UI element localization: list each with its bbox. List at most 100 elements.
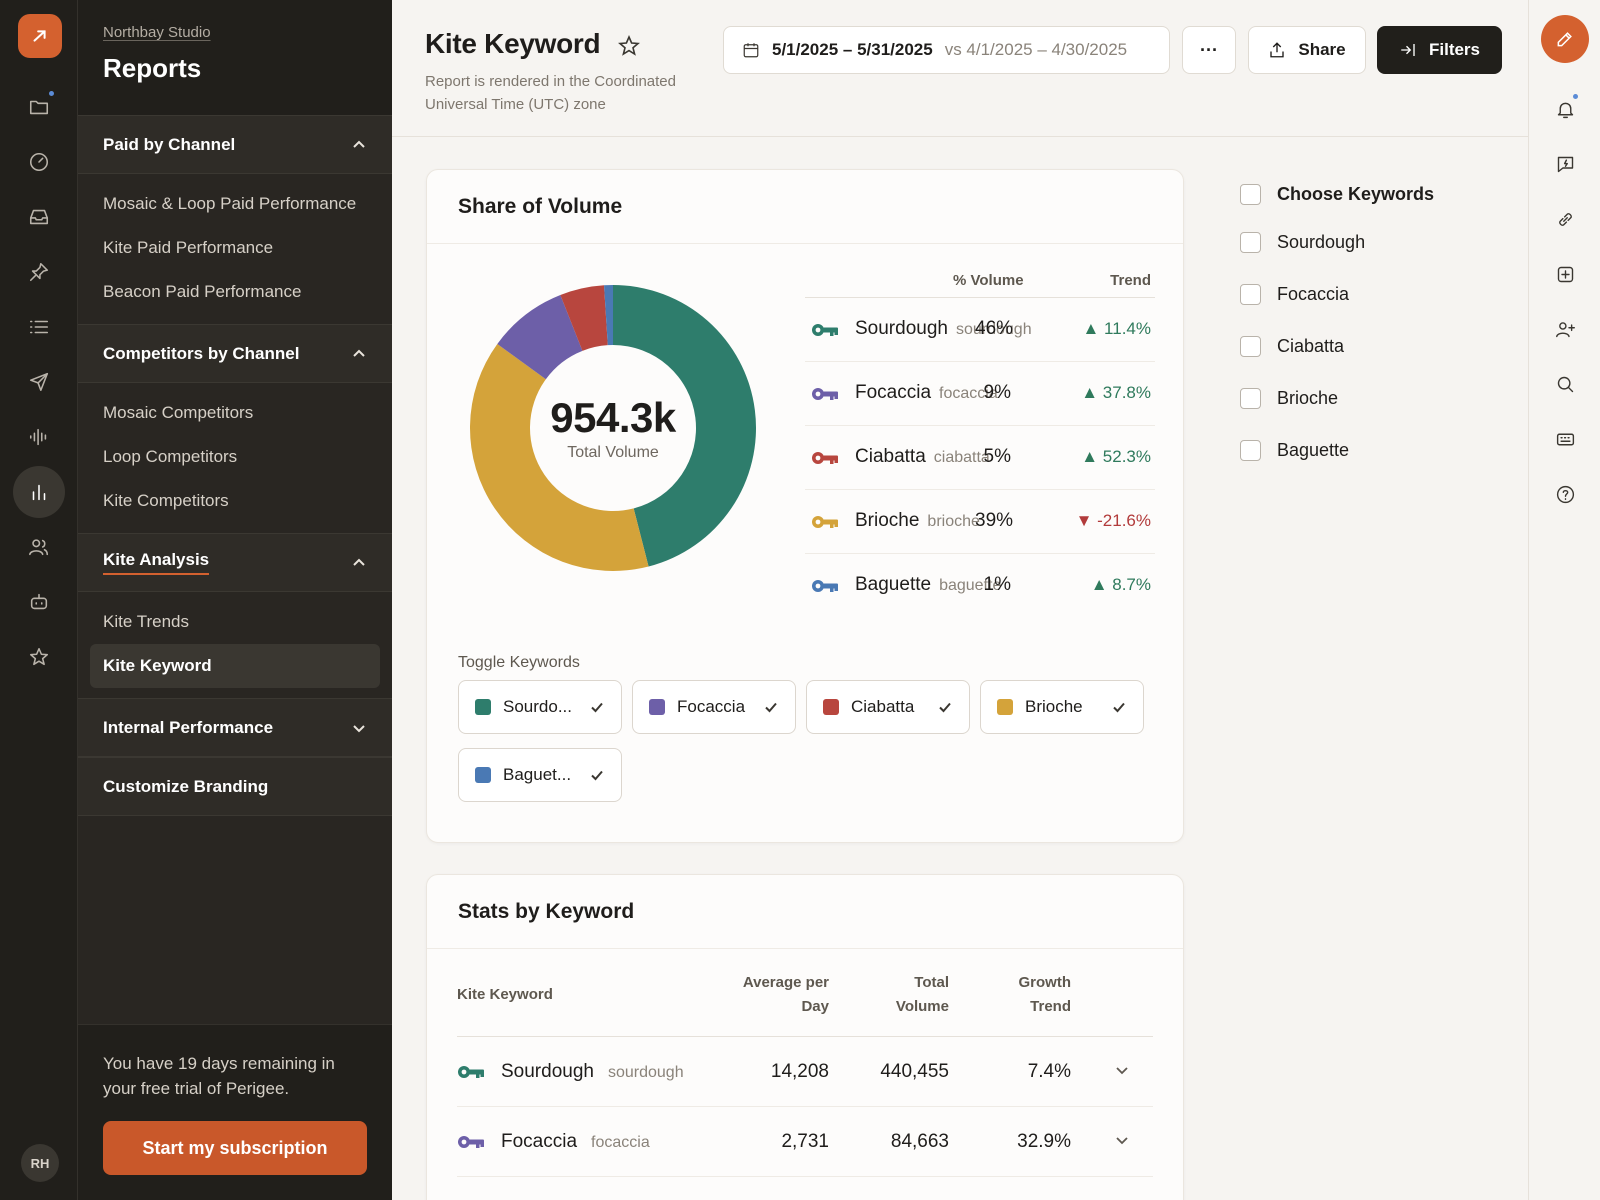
keyword-toggle-chip[interactable]: Sourdo... xyxy=(458,680,622,734)
link-icon[interactable] xyxy=(1553,207,1577,231)
add-user-icon[interactable] xyxy=(1553,317,1577,341)
chip-label: Focaccia xyxy=(677,697,746,716)
table-row: Focaccia focaccia 2,731 84,663 32.9% xyxy=(457,1107,1153,1177)
waveform-icon[interactable] xyxy=(19,417,59,457)
sidebar-item-kite-paid[interactable]: Kite Paid Performance xyxy=(103,238,274,257)
star-icon[interactable] xyxy=(19,637,59,677)
folder-icon[interactable] xyxy=(19,87,59,127)
calendar-icon xyxy=(743,43,759,58)
col-average-line-1: Average per xyxy=(742,974,829,991)
bot-icon[interactable] xyxy=(19,582,59,622)
bell-icon[interactable] xyxy=(1553,97,1577,121)
reports-chart-icon[interactable] xyxy=(13,466,65,518)
sidebar-item-kite-trends[interactable]: Kite Trends xyxy=(103,612,189,631)
check-icon xyxy=(1113,702,1125,713)
trend-value: ▲ 37.8% xyxy=(1081,383,1151,402)
volume-row: Focaccia focaccia 9% ▲ 37.8% xyxy=(805,362,1155,426)
checkbox[interactable] xyxy=(1240,335,1261,357)
more-options-button[interactable]: ··· xyxy=(1182,26,1236,74)
icon-rail: RH xyxy=(0,0,78,1200)
date-range-picker[interactable]: 5/1/2025 – 5/31/2025 vs 4/1/2025 – 4/30/… xyxy=(723,26,1170,74)
col-volume: % Volume xyxy=(953,272,1024,289)
color-swatch xyxy=(997,699,1013,715)
color-swatch xyxy=(823,699,839,715)
donut-slice-brioche[interactable] xyxy=(470,343,649,571)
add-box-icon[interactable] xyxy=(1553,262,1577,286)
col-growth-line-2: Trend xyxy=(1030,998,1071,1015)
stats-table-header: Kite Keyword Average per Day Total Volum… xyxy=(457,949,1153,1037)
gauge-icon[interactable] xyxy=(19,142,59,182)
start-subscription-button[interactable]: Start my subscription xyxy=(103,1121,367,1175)
total-volume: 440,455 xyxy=(880,1061,949,1082)
donut-slice-focaccia[interactable] xyxy=(497,295,583,380)
check-icon xyxy=(939,702,951,713)
col-growth-line-1: Growth xyxy=(1018,974,1072,991)
date-range-value: 5/1/2025 – 5/31/2025 xyxy=(772,40,933,59)
help-icon[interactable] xyxy=(1553,482,1577,506)
edit-pencil-icon[interactable] xyxy=(1541,15,1589,63)
donut-slice-baguette[interactable] xyxy=(604,285,613,346)
donut-slice-ciabatta[interactable] xyxy=(560,285,608,351)
section-customize-branding[interactable]: Customize Branding xyxy=(78,757,392,816)
checkbox[interactable] xyxy=(1240,283,1261,305)
keyword-name: Sourdough sourdough xyxy=(501,1061,684,1082)
section-paid-by-channel[interactable]: Paid by Channel xyxy=(78,115,392,174)
section-internal-performance[interactable]: Internal Performance xyxy=(78,698,392,757)
keyword-checkbox-row[interactable]: Focaccia xyxy=(1240,268,1500,320)
expand-row-chevron-icon[interactable] xyxy=(1113,1131,1131,1149)
checkbox[interactable] xyxy=(1240,183,1261,205)
checkbox[interactable] xyxy=(1240,387,1261,409)
list-icon[interactable] xyxy=(19,307,59,347)
chip-label: Ciabatta xyxy=(851,697,915,716)
donut-slice-sourdough[interactable] xyxy=(613,285,756,567)
user-avatar[interactable]: RH xyxy=(21,1144,59,1182)
trial-text: You have 19 days remaining in your free … xyxy=(103,1054,335,1098)
keyword-toggle-chip[interactable]: Focaccia xyxy=(632,680,796,734)
section-kite-analysis[interactable]: Kite Analysis xyxy=(78,533,392,592)
sidebar-item-kite-keyword[interactable]: Kite Keyword xyxy=(90,644,380,688)
keyword-checkbox-row[interactable]: Brioche xyxy=(1240,372,1500,424)
keyword-slug: sourdough xyxy=(955,321,1032,338)
sidebar-item-mosaic-loop-paid[interactable]: Mosaic & Loop Paid Performance xyxy=(103,194,357,213)
share-button[interactable]: Share xyxy=(1248,26,1366,74)
trend-value: ▼ -21.6% xyxy=(1075,511,1151,530)
keyword-checkbox-row[interactable]: Sourdough xyxy=(1240,216,1500,268)
volume-row: Brioche brioche 39% ▼ -21.6% xyxy=(805,490,1155,554)
keyword-label: Sourdough xyxy=(1277,231,1366,252)
app-logo-icon[interactable] xyxy=(18,14,62,58)
checkbox[interactable] xyxy=(1240,231,1261,253)
growth-trend: 32.9% xyxy=(1017,1131,1071,1152)
sidebar-item-loop-competitors[interactable]: Loop Competitors xyxy=(103,447,238,466)
keyword-toggle-chip[interactable]: Brioche xyxy=(980,680,1144,734)
expand-row-chevron-icon[interactable] xyxy=(1113,1061,1131,1079)
key-icon xyxy=(457,1062,485,1082)
check-icon xyxy=(591,702,603,713)
keyword-slug: baguette xyxy=(939,577,1002,594)
keyword-checkbox-row[interactable]: Baguette xyxy=(1240,424,1500,476)
donut-chart: 954.3k Total Volume xyxy=(470,285,756,571)
sidebar-item-kite-competitors[interactable]: Kite Competitors xyxy=(103,491,229,510)
keyword-checkbox-row[interactable]: Ciabatta xyxy=(1240,320,1500,372)
send-icon[interactable] xyxy=(19,362,59,402)
chevron-up-icon xyxy=(353,558,365,566)
feedback-icon[interactable] xyxy=(1553,152,1577,176)
keyboard-icon[interactable] xyxy=(1553,427,1577,451)
search-icon[interactable] xyxy=(1553,372,1577,396)
org-name-link[interactable]: Northbay Studio xyxy=(103,24,211,41)
checkbox[interactable] xyxy=(1240,439,1261,461)
sidebar-item-mosaic-competitors[interactable]: Mosaic Competitors xyxy=(103,403,254,422)
notification-dot xyxy=(49,91,54,96)
inbox-icon[interactable] xyxy=(19,197,59,237)
keyword-toggle-chip[interactable]: Baguet... xyxy=(458,748,622,802)
section-label: Customize Branding xyxy=(103,776,269,796)
filters-button[interactable]: Filters xyxy=(1377,26,1502,74)
users-icon[interactable] xyxy=(19,527,59,567)
sidebar-item-beacon-paid[interactable]: Beacon Paid Performance xyxy=(103,282,302,301)
page-header: Kite Keyword Report is rendered in the C… xyxy=(392,0,1528,137)
pin-icon[interactable] xyxy=(19,252,59,292)
section-competitors-by-channel[interactable]: Competitors by Channel xyxy=(78,324,392,383)
keyword-toggle-chip[interactable]: Ciabatta xyxy=(806,680,970,734)
choose-all-keywords[interactable]: Choose Keywords xyxy=(1240,172,1500,216)
volume-percent: 5% xyxy=(983,446,1011,467)
favorite-star-icon[interactable] xyxy=(617,34,641,58)
